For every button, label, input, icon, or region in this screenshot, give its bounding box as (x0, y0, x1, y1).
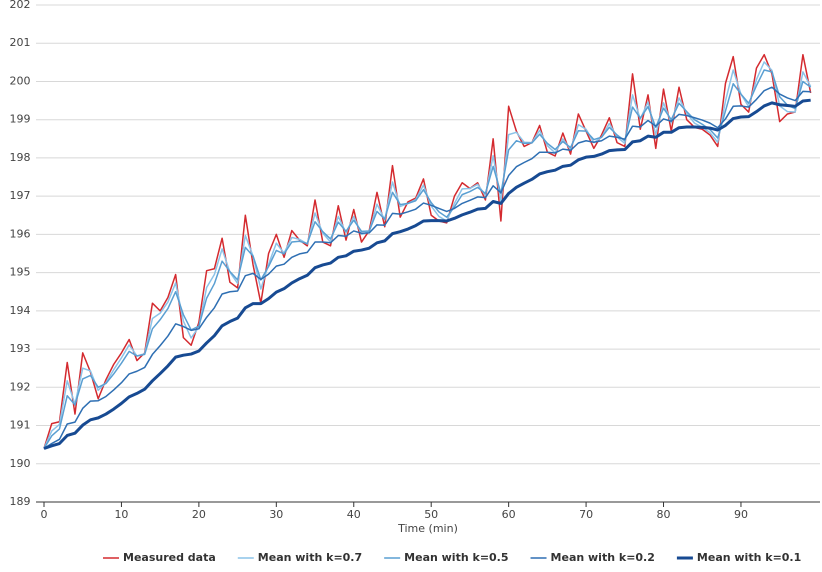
x-tick-label: 0 (41, 508, 48, 521)
legend-label: Mean with k=0.2 (551, 551, 655, 564)
legend-item: Mean with k=0.1 (676, 551, 801, 564)
series-line (43, 86, 811, 450)
legend-label: Mean with k=0.5 (404, 551, 508, 564)
y-tick-label: 192 (10, 380, 31, 393)
legend-item: Mean with k=0.5 (384, 551, 509, 564)
legend-label: Mean with k=0.1 (697, 551, 801, 564)
x-tick-label: 80 (657, 508, 671, 521)
y-tick-label: 191 (10, 419, 31, 432)
y-tick-label: 189 (10, 495, 31, 508)
legend-item: Measured data (103, 551, 216, 564)
series-line (43, 53, 812, 449)
y-tick-label: 198 (10, 151, 31, 164)
y-tick-label: 199 (10, 113, 31, 126)
y-tick-label: 197 (10, 189, 31, 202)
legend-item: Mean with k=0.2 (530, 551, 655, 564)
x-tick-label: 30 (269, 508, 283, 521)
series-line (43, 98, 811, 450)
legend-label: Mean with k=0.7 (258, 551, 362, 564)
x-tick-label: 90 (734, 508, 748, 521)
y-tick-label: 193 (10, 342, 31, 355)
x-tick-label: 50 (424, 508, 438, 521)
x-tick-label: 70 (579, 508, 593, 521)
x-tick-label: 40 (347, 508, 361, 521)
x-axis-label: Time (min) (397, 522, 458, 535)
y-tick-label: 194 (10, 304, 31, 317)
series-line (43, 69, 812, 449)
legend-label: Measured data (123, 551, 216, 564)
x-tick-label: 10 (114, 508, 128, 521)
y-tick-label: 195 (10, 266, 31, 279)
y-tick-label: 201 (10, 36, 31, 49)
y-tick-label: 202 (10, 0, 31, 11)
y-tick-label: 196 (10, 227, 31, 240)
x-tick-label: 60 (502, 508, 516, 521)
legend-item: Mean with k=0.7 (237, 551, 362, 564)
x-tick-label: 20 (192, 508, 206, 521)
y-tick-label: 200 (10, 74, 31, 87)
y-tick-label: 190 (10, 457, 31, 470)
